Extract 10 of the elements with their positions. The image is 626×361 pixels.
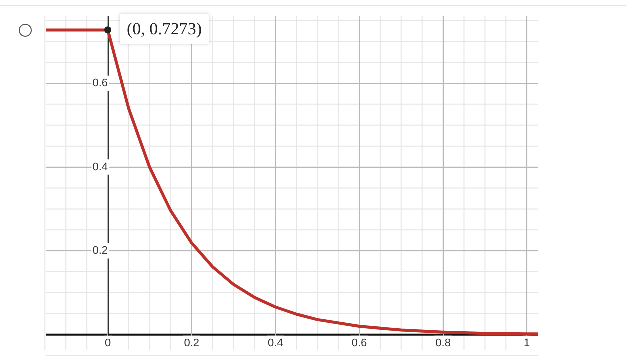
annotation: (0, 0.7273) xyxy=(127,20,202,39)
x-tick-label: 0.4 xyxy=(268,338,284,350)
y-tick-label: 0.2 xyxy=(92,245,108,258)
y-tick-label: 0.6 xyxy=(92,78,108,90)
x-tick-label: 0.8 xyxy=(436,338,451,350)
x-tick-label: 1 xyxy=(524,338,530,350)
x-tick-label: 0 xyxy=(104,338,112,350)
x-tick-label: 0.6 xyxy=(352,338,368,350)
x-tick-label: 0.2 xyxy=(184,338,200,350)
y-tick-label: 0.4 xyxy=(92,161,108,174)
